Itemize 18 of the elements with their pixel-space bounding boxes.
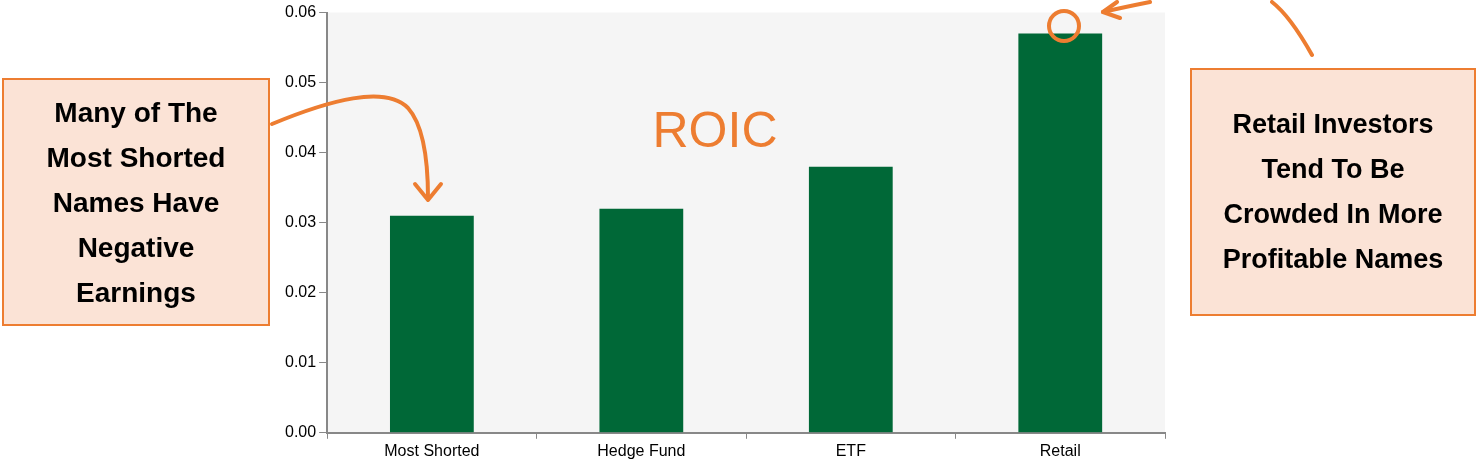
text: Retail Investors Tend To Be Crowded In More Profitable Names [1190,68,1476,316]
y-tick-label: 0.01 [285,353,317,371]
y-tick-label: 0.04 [285,143,317,161]
x-tick-label: ETF [835,441,867,459]
y-tick-label: 0.02 [285,283,317,301]
bar [599,208,684,433]
y-tick-label: 0.06 [285,3,317,21]
x-tick-label: Retail [1039,441,1081,459]
text: Many of The Most Shorted Names Have Negative Earnings [2,78,270,326]
bar [389,215,474,433]
y-tick-label: 0.03 [285,213,317,231]
y-tick-label: 0.05 [285,73,317,91]
bar [1018,33,1103,433]
x-tick-label: Hedge Fund [597,441,686,459]
x-tick-label: Most Shorted [384,441,480,459]
y-tick-label: 0.00 [285,423,317,441]
bar [808,166,893,433]
annotation: ROIC [651,101,779,160]
